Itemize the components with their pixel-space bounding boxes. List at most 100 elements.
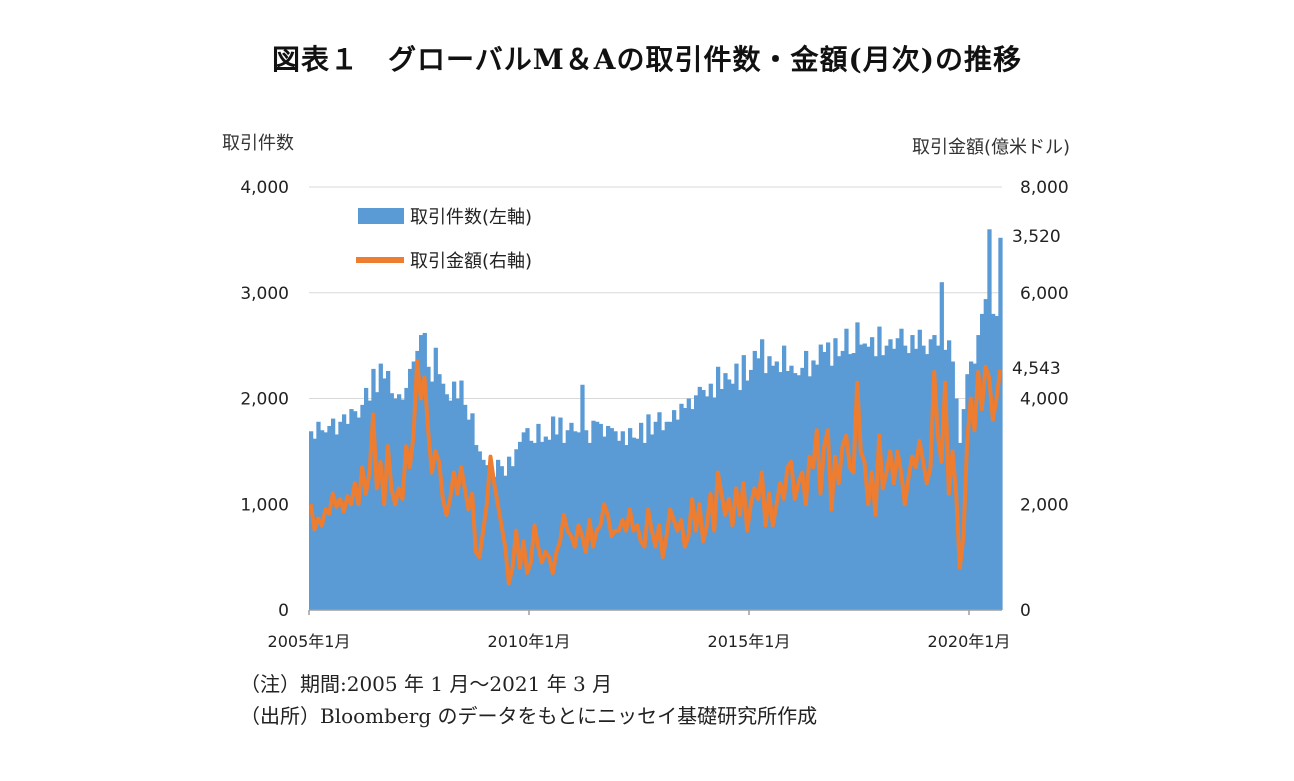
count-bar bbox=[675, 419, 680, 610]
count-bar bbox=[844, 328, 849, 610]
count-bar bbox=[727, 379, 732, 610]
count-bar bbox=[994, 316, 999, 610]
count-bar bbox=[807, 376, 812, 610]
count-bar bbox=[367, 400, 372, 610]
count-bar bbox=[683, 408, 688, 610]
count-bar bbox=[591, 420, 596, 610]
count-bar bbox=[796, 375, 801, 610]
count-bar bbox=[569, 422, 574, 610]
count-bar bbox=[866, 346, 871, 610]
count-bar bbox=[895, 338, 900, 610]
count-bar bbox=[389, 393, 394, 610]
count-bar bbox=[408, 368, 413, 610]
count-bar bbox=[364, 387, 369, 610]
count-bar bbox=[972, 363, 977, 610]
count-bar bbox=[573, 431, 578, 610]
count-bar bbox=[730, 383, 735, 610]
count-bar bbox=[774, 361, 779, 610]
data-label: 4,543 bbox=[1012, 359, 1061, 379]
count-bar bbox=[543, 436, 548, 610]
count-bar bbox=[976, 335, 981, 610]
count-bar bbox=[360, 404, 365, 610]
count-bar bbox=[888, 339, 893, 610]
count-bar bbox=[463, 404, 468, 610]
axes bbox=[308, 609, 1002, 615]
count-bar bbox=[477, 451, 482, 610]
count-bar bbox=[397, 394, 402, 610]
count-bar bbox=[404, 387, 409, 610]
count-bar bbox=[851, 353, 856, 610]
y-left-tick-label: 4,000 bbox=[240, 178, 289, 198]
count-bar bbox=[771, 365, 776, 610]
left-axis-title: 取引件数 bbox=[222, 133, 294, 154]
note-source: （出所）Bloomberg のデータをもとにニッセイ基礎研究所作成 bbox=[240, 704, 818, 728]
count-bar bbox=[749, 369, 754, 610]
count-bar bbox=[551, 416, 556, 610]
count-bar bbox=[811, 360, 816, 610]
count-bar bbox=[723, 373, 728, 610]
count-bar bbox=[958, 442, 963, 610]
count-bar bbox=[400, 399, 405, 610]
data-labels: 3,520 4,543 bbox=[1012, 227, 1061, 379]
count-bar bbox=[356, 417, 361, 610]
x-tick-label: 2015年1月 bbox=[708, 632, 791, 651]
count-bar bbox=[672, 410, 677, 610]
count-bar bbox=[789, 365, 794, 610]
count-bar bbox=[338, 421, 343, 610]
count-bar bbox=[415, 350, 420, 610]
y-left-tick-label: 2,000 bbox=[240, 390, 289, 410]
count-bar bbox=[855, 322, 860, 610]
count-bar bbox=[426, 366, 431, 610]
count-bar bbox=[466, 419, 471, 610]
x-tick-label: 2020年1月 bbox=[928, 632, 1011, 651]
count-bar bbox=[375, 392, 380, 610]
count-bar bbox=[763, 373, 768, 610]
count-bar bbox=[422, 332, 427, 610]
count-bar bbox=[653, 421, 658, 610]
count-bar bbox=[565, 430, 570, 610]
y-right-tick-label: 2,000 bbox=[1020, 495, 1069, 515]
count-bar bbox=[602, 436, 607, 610]
note-period: （注）期間:2005 年 1 月～2021 年 3 月 bbox=[240, 672, 613, 696]
count-bar bbox=[386, 371, 391, 610]
count-bar bbox=[983, 299, 988, 610]
legend-label-value: 取引金額(右軸) bbox=[410, 251, 533, 272]
count-bar bbox=[679, 403, 684, 610]
count-bar bbox=[492, 476, 497, 610]
count-bar bbox=[525, 428, 530, 610]
count-bar bbox=[558, 417, 563, 610]
y-right-tick-label: 4,000 bbox=[1020, 390, 1069, 410]
count-bar bbox=[488, 473, 493, 610]
count-bar bbox=[584, 430, 589, 610]
count-bar bbox=[903, 345, 908, 610]
count-bar bbox=[921, 345, 926, 610]
count-bar bbox=[745, 380, 750, 610]
count-bar bbox=[840, 350, 845, 610]
count-bar bbox=[554, 434, 559, 610]
count-bar bbox=[767, 356, 772, 610]
count-bar bbox=[507, 456, 512, 610]
count-bar bbox=[701, 390, 706, 610]
count-bar bbox=[334, 434, 339, 610]
count-bar bbox=[430, 381, 435, 610]
count-bar bbox=[510, 466, 515, 610]
legend-label-count: 取引件数(左軸) bbox=[410, 207, 533, 228]
count-bar bbox=[991, 313, 996, 610]
legend-swatch-line bbox=[356, 257, 404, 263]
count-bar bbox=[657, 412, 662, 610]
count-bar bbox=[521, 432, 526, 610]
count-bar bbox=[815, 364, 820, 610]
x-tick-label: 2010年1月 bbox=[488, 632, 571, 651]
count-bar bbox=[536, 423, 541, 610]
count-bar bbox=[686, 398, 691, 610]
count-bar bbox=[437, 374, 442, 610]
count-bar bbox=[785, 371, 790, 610]
count-bar bbox=[639, 422, 644, 610]
count-bar bbox=[580, 384, 585, 610]
count-bar bbox=[444, 394, 449, 610]
count-bar bbox=[694, 395, 699, 610]
x-tick-label: 2005年1月 bbox=[268, 632, 351, 651]
count-bar bbox=[529, 440, 534, 610]
count-bar bbox=[452, 381, 457, 610]
count-bar bbox=[459, 380, 464, 610]
